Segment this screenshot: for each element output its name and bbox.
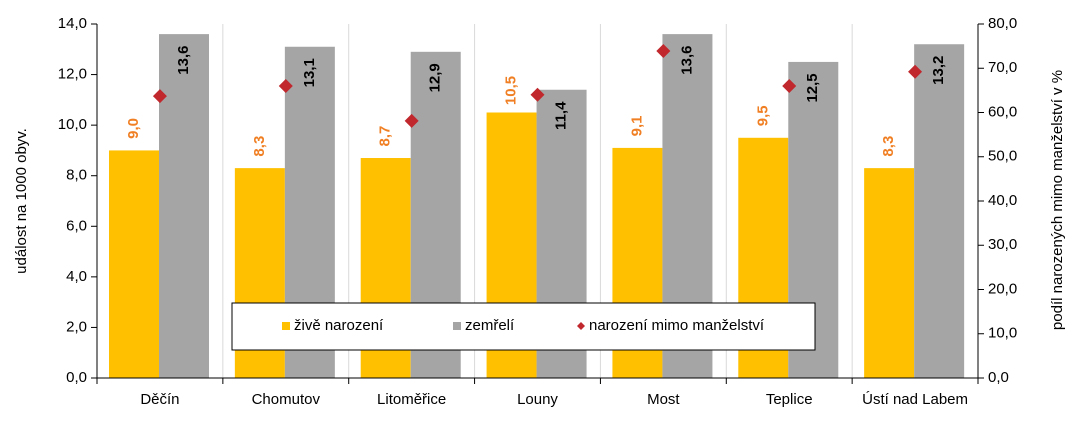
y2-tick-label: 50,0 xyxy=(988,148,1017,165)
y2-tick-label: 30,0 xyxy=(988,236,1017,253)
y2-tick-label: 80,0 xyxy=(988,15,1017,32)
y2-tick-label: 60,0 xyxy=(988,103,1017,120)
marker xyxy=(530,87,545,102)
legend-label: narození mimo manželství xyxy=(589,317,765,334)
bar xyxy=(914,44,965,378)
legend-swatch xyxy=(453,322,461,330)
data-label: 8,3 xyxy=(880,136,897,157)
data-label: 11,4 xyxy=(553,101,570,130)
marker xyxy=(908,64,923,79)
x-tick-label: Litoměřice xyxy=(377,391,447,408)
marker xyxy=(152,89,167,104)
legend-label: zemřelí xyxy=(465,317,515,334)
data-label: 8,3 xyxy=(251,136,268,157)
legend-box xyxy=(231,302,816,351)
y-tick-label: 8,0 xyxy=(66,167,87,184)
x-tick-label: Louny xyxy=(517,391,558,408)
marker xyxy=(278,78,293,93)
legend-swatch xyxy=(577,322,585,330)
legend-swatch xyxy=(282,322,290,330)
marker xyxy=(782,78,797,93)
y-tick-label: 6,0 xyxy=(66,217,87,234)
bar xyxy=(864,168,915,378)
y-tick-label: 4,0 xyxy=(66,268,87,285)
bar xyxy=(109,150,159,378)
data-label: 13,2 xyxy=(930,56,947,85)
data-label: 12,5 xyxy=(804,73,821,102)
y2-tick-label: 20,0 xyxy=(988,280,1017,297)
x-tick-label: Teplice xyxy=(765,391,813,408)
y2-tick-label: 10,0 xyxy=(988,325,1017,342)
legend: živě narození zemřelí narození mimo manžel… xyxy=(231,302,816,351)
data-label: 13,6 xyxy=(175,46,192,75)
y-tick-label: 14,0 xyxy=(58,15,87,32)
x-tick-label: Ústí nad Labem xyxy=(862,391,969,408)
y2-tick-label: 70,0 xyxy=(988,59,1017,76)
bar xyxy=(159,34,209,378)
y-tick-label: 10,0 xyxy=(58,116,87,133)
y-tick-label: 0,0 xyxy=(66,369,87,386)
data-label: 9,0 xyxy=(125,118,142,139)
data-label: 12,9 xyxy=(427,63,444,92)
data-label: 9,5 xyxy=(754,105,771,126)
data-label: 13,6 xyxy=(678,46,695,75)
data-label: 8,7 xyxy=(377,126,394,147)
data-label: 9,1 xyxy=(628,115,645,136)
y-tick-label: 12,0 xyxy=(58,66,87,83)
y2-axis-title: podíl narozených mimo manželství v % xyxy=(1049,70,1066,330)
legend-label: živě narození xyxy=(294,317,384,334)
y-tick-label: 2,0 xyxy=(66,318,87,335)
y2-tick-label: 40,0 xyxy=(988,192,1017,209)
y-axis-title: událost na 1000 obyv. xyxy=(13,128,30,274)
marker xyxy=(656,43,671,58)
x-tick-label: Most xyxy=(647,391,680,408)
data-label: 10,5 xyxy=(503,76,520,105)
marker xyxy=(404,113,419,128)
y2-tick-label: 0,0 xyxy=(988,369,1009,386)
x-tick-label: Chomutov xyxy=(251,391,320,408)
data-label: 13,1 xyxy=(301,58,318,87)
x-tick-label: Děčín xyxy=(140,391,180,408)
